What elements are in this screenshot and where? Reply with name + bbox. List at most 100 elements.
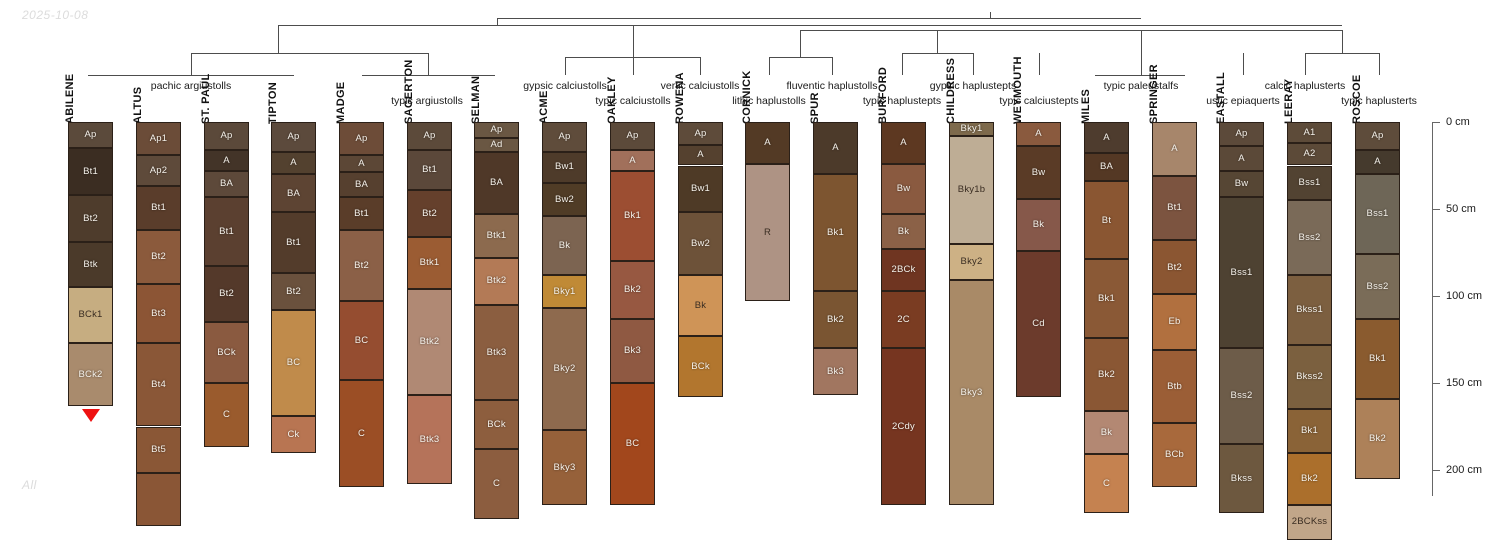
soil-horizon[interactable]: Bk3 [610, 318, 655, 383]
soil-horizon[interactable]: Bt1 [204, 196, 249, 267]
soil-horizon[interactable]: Btk2 [407, 289, 452, 396]
soil-horizon[interactable]: Bt1 [271, 212, 316, 274]
soil-horizon[interactable]: Ap [339, 122, 384, 156]
soil-horizon[interactable]: BCk [204, 322, 249, 383]
soil-horizon[interactable]: BCk [474, 400, 519, 450]
soil-horizon[interactable]: Bw [881, 163, 926, 215]
soil-horizon[interactable]: Btk1 [407, 236, 452, 290]
soil-horizon[interactable]: A [881, 122, 926, 164]
soil-horizon[interactable]: Ap [610, 122, 655, 150]
soil-horizon[interactable]: Bk2 [813, 290, 858, 349]
soil-horizon[interactable]: Bt2 [407, 189, 452, 237]
soil-horizon[interactable]: Bt3 [136, 283, 181, 343]
soil-horizon[interactable]: Bw [1016, 146, 1061, 199]
soil-horizon[interactable]: A1 [1287, 122, 1332, 143]
soil-horizon[interactable]: Btk2 [474, 257, 519, 305]
soil-horizon[interactable]: A [610, 149, 655, 171]
soil-horizon[interactable]: Bkss1 [1287, 275, 1332, 345]
soil-horizon[interactable]: Ap [542, 122, 587, 152]
soil-horizon[interactable]: Bt2 [68, 195, 113, 243]
soil-horizon[interactable]: BCk [678, 336, 723, 397]
soil-horizon[interactable]: Bw2 [678, 212, 723, 276]
soil-horizon[interactable]: Bk [1084, 410, 1129, 455]
soil-horizon[interactable]: BA [1084, 153, 1129, 182]
soil-horizon[interactable]: Bt [1084, 181, 1129, 260]
soil-horizon[interactable]: BCk1 [68, 287, 113, 343]
soil-horizon[interactable]: Btb [1152, 349, 1197, 424]
soil-horizon[interactable]: Bky3 [542, 429, 587, 505]
soil-horizon[interactable]: Bky1 [542, 275, 587, 309]
soil-horizon[interactable]: Bt2 [136, 229, 181, 284]
soil-horizon[interactable]: Ap1 [136, 122, 181, 156]
soil-horizon[interactable]: R [745, 163, 790, 302]
soil-horizon[interactable]: Bt2 [271, 273, 316, 310]
soil-horizon[interactable]: Bt1 [68, 148, 113, 196]
soil-horizon[interactable]: BCb [1152, 423, 1197, 488]
soil-horizon[interactable]: A [1152, 122, 1197, 176]
soil-horizon[interactable]: Bw [1219, 170, 1264, 197]
soil-horizon[interactable]: Bkss2 [1287, 344, 1332, 410]
soil-horizon[interactable]: Bt1 [1152, 175, 1197, 241]
soil-horizon[interactable]: Bt1 [136, 186, 181, 230]
soil-horizon[interactable]: A [678, 144, 723, 166]
soil-horizon[interactable]: Ap [1219, 122, 1264, 147]
soil-horizon[interactable]: Ap [678, 122, 723, 145]
soil-horizon[interactable]: Bt2 [1152, 240, 1197, 295]
soil-horizon[interactable]: A [1219, 146, 1264, 171]
soil-horizon[interactable]: Bss1 [1287, 165, 1332, 201]
soil-horizon[interactable]: Bk1 [1355, 318, 1400, 399]
soil-horizon[interactable]: Bss1 [1355, 174, 1400, 255]
soil-horizon[interactable]: 2BCKss [1287, 504, 1332, 540]
soil-horizon[interactable]: Ap [68, 122, 113, 149]
soil-horizon[interactable]: A [745, 122, 790, 164]
soil-horizon[interactable]: Bky2 [542, 308, 587, 430]
soil-horizon[interactable]: Bk2 [610, 261, 655, 319]
soil-horizon[interactable]: BC [339, 301, 384, 380]
soil-horizon[interactable]: Bw1 [542, 151, 587, 183]
soil-horizon[interactable]: Bk2 [1355, 398, 1400, 479]
soil-horizon[interactable]: Ap [271, 122, 316, 152]
soil-horizon[interactable]: Btk [68, 242, 113, 288]
soil-horizon[interactable]: Bky1b [949, 135, 994, 244]
soil-horizon[interactable]: BC [271, 309, 316, 417]
soil-horizon[interactable]: Bk [678, 275, 723, 336]
soil-horizon[interactable]: Ap [474, 122, 519, 138]
soil-horizon[interactable]: Bss2 [1355, 254, 1400, 319]
soil-horizon[interactable]: Bss2 [1287, 200, 1332, 276]
soil-horizon[interactable]: BA [474, 151, 519, 215]
soil-horizon[interactable]: Bt2 [204, 266, 249, 323]
soil-horizon[interactable]: A [813, 122, 858, 175]
soil-horizon[interactable]: BC [610, 383, 655, 505]
soil-horizon[interactable]: Bk1 [813, 174, 858, 291]
soil-horizon[interactable]: BA [339, 172, 384, 197]
soil-horizon[interactable]: BA [271, 174, 316, 213]
soil-horizon[interactable]: A [1355, 149, 1400, 175]
soil-horizon[interactable]: A2 [1287, 142, 1332, 166]
soil-horizon[interactable]: 2C [881, 290, 926, 349]
soil-horizon[interactable]: Bt5 [136, 426, 181, 474]
soil-horizon[interactable]: Bk3 [813, 348, 858, 396]
soil-horizon[interactable]: A [339, 155, 384, 173]
soil-horizon[interactable]: Btk3 [407, 395, 452, 484]
soil-horizon[interactable]: Ap2 [136, 155, 181, 187]
soil-horizon[interactable]: Bkss [1219, 443, 1264, 514]
soil-horizon[interactable]: BA [204, 170, 249, 197]
soil-horizon[interactable]: Ap [204, 122, 249, 150]
soil-horizon[interactable]: Bky3 [949, 280, 994, 505]
soil-horizon[interactable]: Bt1 [339, 196, 384, 230]
soil-horizon[interactable]: A [204, 149, 249, 171]
soil-horizon[interactable]: Bw1 [678, 165, 723, 213]
soil-horizon[interactable]: C [1084, 454, 1129, 514]
soil-horizon[interactable]: BCk2 [68, 342, 113, 406]
soil-horizon[interactable]: Ap [407, 122, 452, 150]
soil-horizon[interactable]: Ck [271, 416, 316, 453]
soil-horizon[interactable]: Bt1 [407, 149, 452, 190]
soil-horizon[interactable]: Ad [474, 137, 519, 152]
soil-horizon[interactable]: Bk1 [610, 170, 655, 262]
soil-horizon[interactable]: Bk [1016, 198, 1061, 251]
soil-horizon[interactable]: Bk [542, 215, 587, 276]
soil-horizon[interactable]: Bky2 [949, 243, 994, 281]
soil-horizon[interactable]: C [339, 379, 384, 488]
soil-horizon[interactable]: Bt4 [136, 342, 181, 427]
soil-horizon[interactable]: Cd [1016, 250, 1061, 397]
